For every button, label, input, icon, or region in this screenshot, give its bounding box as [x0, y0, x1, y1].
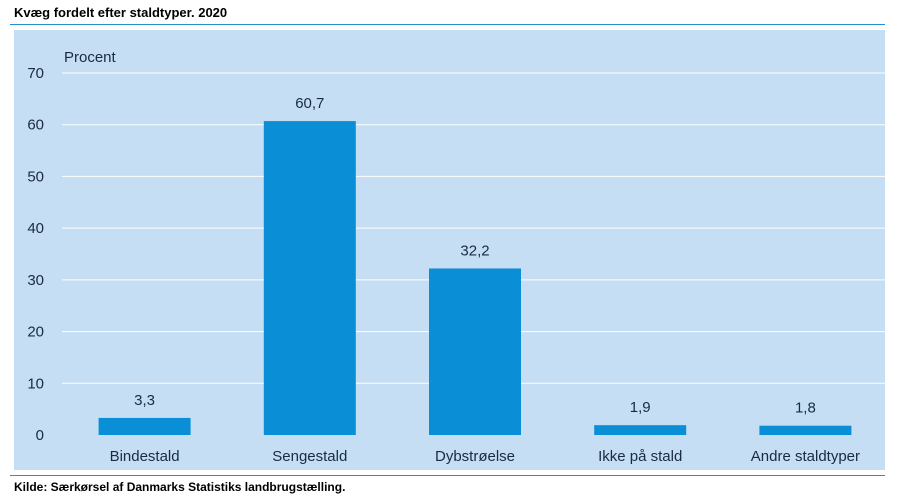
y-tick-label: 20 — [27, 324, 44, 341]
y-tick-label: 50 — [27, 168, 44, 185]
y-tick-label: 30 — [27, 272, 44, 289]
x-tick-label: Ikke på stald — [598, 448, 682, 465]
bar — [98, 417, 191, 435]
y-tick-label: 40 — [27, 220, 44, 237]
bars — [98, 121, 852, 435]
chart-title: Kvæg fordelt efter staldtyper. 2020 — [14, 5, 228, 20]
bar — [429, 268, 521, 435]
x-tick-label: Bindestald — [110, 448, 180, 465]
y-axis-ticks: 0 10 20 30 40 50 60 70 — [27, 65, 44, 444]
data-label: 1,9 — [630, 399, 651, 416]
bar — [594, 425, 687, 435]
data-label: 60,7 — [295, 95, 324, 112]
y-tick-label: 0 — [36, 427, 44, 444]
x-tick-label: Dybstrøelse — [435, 448, 515, 465]
data-labels: 3,3 60,7 32,2 1,9 1,8 — [134, 95, 816, 417]
source-note: Kilde: Særkørsel af Danmarks Statistiks … — [14, 480, 346, 494]
y-tick-label: 60 — [27, 117, 44, 134]
data-label: 32,2 — [460, 242, 489, 259]
y-tick-label: 10 — [27, 375, 44, 392]
x-tick-label: Sengestald — [272, 448, 347, 465]
bar — [263, 121, 356, 435]
x-axis-ticks: Bindestald Sengestald Dybstrøelse Ikke på s… — [110, 448, 860, 465]
data-label: 1,8 — [795, 400, 816, 417]
top-rule — [10, 24, 885, 25]
bar — [759, 425, 852, 435]
x-tick-label: Andre staldtyper — [751, 448, 860, 465]
data-label: 3,3 — [134, 392, 155, 409]
y-axis-label: Procent — [64, 49, 117, 66]
y-tick-label: 70 — [27, 65, 44, 82]
bottom-rule — [10, 475, 885, 476]
